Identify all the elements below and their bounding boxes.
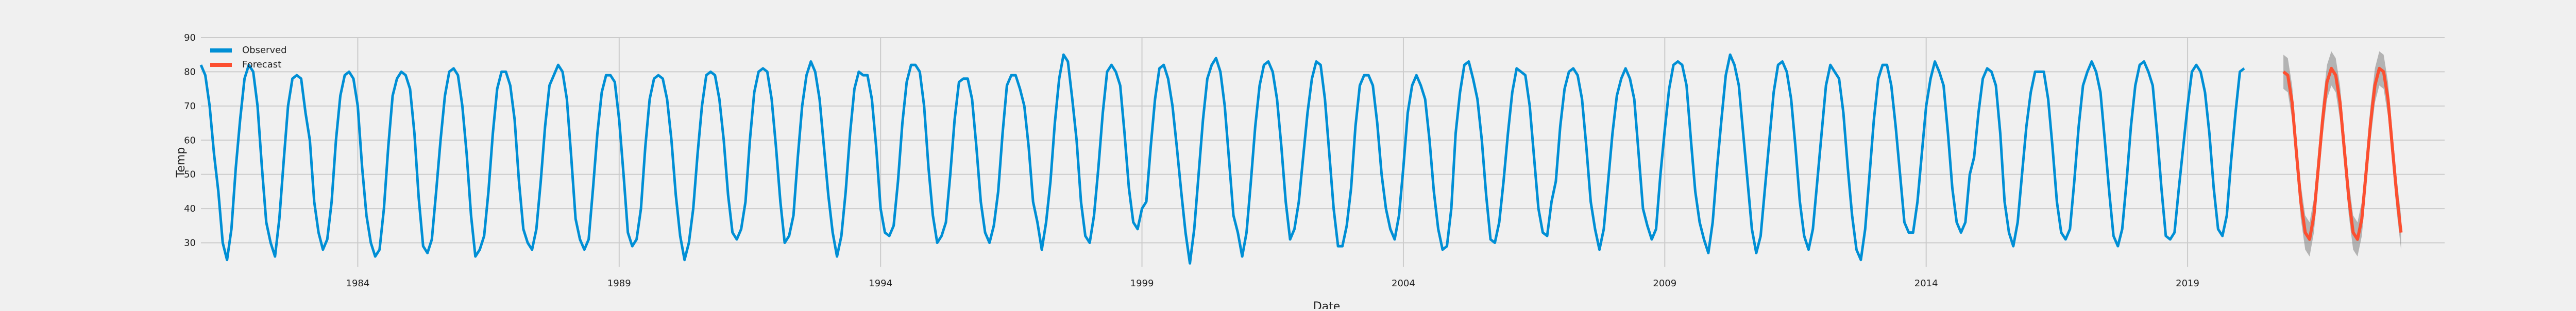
x-tick-label: 1994 — [869, 278, 892, 289]
x-tick-label: 1999 — [1130, 278, 1154, 289]
x-tick-label: 1989 — [607, 278, 631, 289]
y-axis-label: Temp — [175, 147, 188, 178]
x-axis-label: Date — [1313, 300, 1341, 309]
x-tick-label: 2019 — [2176, 278, 2199, 289]
y-tick-label: 70 — [184, 101, 196, 112]
y-tick-label: 90 — [184, 32, 196, 43]
y-tick-label: 50 — [184, 169, 196, 180]
y-tick-label: 80 — [184, 66, 196, 77]
series-forecast-line — [2282, 66, 2403, 241]
legend-label-forecast: Forecast — [242, 59, 281, 70]
y-tick-labels: 30 40 50 60 70 80 90 — [184, 32, 196, 249]
x-tick-label: 2004 — [1392, 278, 1415, 289]
x-tick-label: 2009 — [1653, 278, 1676, 289]
series-observed-line — [199, 53, 2245, 265]
x-tick-label: 2014 — [1914, 278, 1938, 289]
y-tick-label: 40 — [184, 203, 196, 214]
legend: Observed Forecast — [210, 45, 287, 70]
y-tick-label: 60 — [184, 135, 196, 146]
legend-label-observed: Observed — [242, 45, 287, 56]
y-tick-label: 30 — [184, 238, 196, 249]
series-layer — [199, 51, 2403, 265]
x-tick-label: 1984 — [346, 278, 370, 289]
x-gridlines — [357, 38, 2189, 267]
x-tick-labels: 1984 1989 1994 1999 2004 2009 2014 2019 — [346, 278, 2199, 289]
